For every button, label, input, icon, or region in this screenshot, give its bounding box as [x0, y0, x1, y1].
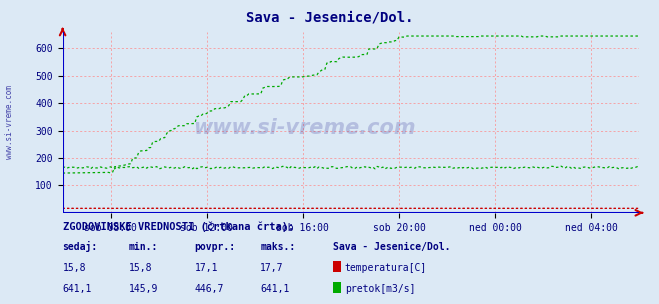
Text: min.:: min.: — [129, 242, 158, 252]
Text: povpr.:: povpr.: — [194, 242, 235, 252]
Text: www.si-vreme.com: www.si-vreme.com — [5, 85, 14, 159]
Text: 641,1: 641,1 — [260, 284, 290, 294]
Text: www.si-vreme.com: www.si-vreme.com — [194, 118, 416, 138]
Text: Sava - Jesenice/Dol.: Sava - Jesenice/Dol. — [246, 11, 413, 25]
Text: ZGODOVINSKE VREDNOSTI (črtkana črta):: ZGODOVINSKE VREDNOSTI (črtkana črta): — [63, 221, 294, 232]
Text: sedaj:: sedaj: — [63, 241, 98, 252]
Text: maks.:: maks.: — [260, 242, 295, 252]
Text: pretok[m3/s]: pretok[m3/s] — [345, 284, 415, 294]
Text: 446,7: 446,7 — [194, 284, 224, 294]
Text: temperatura[C]: temperatura[C] — [345, 263, 427, 273]
Text: 641,1: 641,1 — [63, 284, 92, 294]
Text: 15,8: 15,8 — [63, 263, 86, 273]
Text: 17,7: 17,7 — [260, 263, 284, 273]
Text: 17,1: 17,1 — [194, 263, 218, 273]
Text: Sava - Jesenice/Dol.: Sava - Jesenice/Dol. — [333, 242, 450, 252]
Text: 145,9: 145,9 — [129, 284, 158, 294]
Text: 15,8: 15,8 — [129, 263, 152, 273]
